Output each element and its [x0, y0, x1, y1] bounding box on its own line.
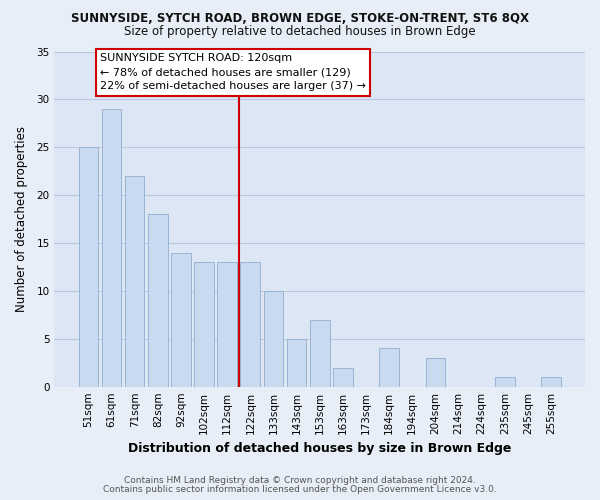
Bar	[263, 291, 283, 386]
Text: Contains HM Land Registry data © Crown copyright and database right 2024.: Contains HM Land Registry data © Crown c…	[124, 476, 476, 485]
Bar	[495, 377, 515, 386]
Bar	[241, 262, 260, 386]
Bar	[79, 148, 98, 386]
Bar	[148, 214, 167, 386]
Text: SUNNYSIDE, SYTCH ROAD, BROWN EDGE, STOKE-ON-TRENT, ST6 8QX: SUNNYSIDE, SYTCH ROAD, BROWN EDGE, STOKE…	[71, 12, 529, 26]
Text: Contains public sector information licensed under the Open Government Licence v3: Contains public sector information licen…	[103, 485, 497, 494]
X-axis label: Distribution of detached houses by size in Brown Edge: Distribution of detached houses by size …	[128, 442, 511, 455]
Text: SUNNYSIDE SYTCH ROAD: 120sqm
← 78% of detached houses are smaller (129)
22% of s: SUNNYSIDE SYTCH ROAD: 120sqm ← 78% of de…	[100, 54, 366, 92]
Bar	[171, 252, 191, 386]
Y-axis label: Number of detached properties: Number of detached properties	[15, 126, 28, 312]
Bar	[310, 320, 329, 386]
Bar	[425, 358, 445, 386]
Bar	[333, 368, 353, 386]
Bar	[287, 339, 307, 386]
Bar	[194, 262, 214, 386]
Bar	[101, 109, 121, 386]
Bar	[125, 176, 145, 386]
Bar	[541, 377, 561, 386]
Text: Size of property relative to detached houses in Brown Edge: Size of property relative to detached ho…	[124, 25, 476, 38]
Bar	[379, 348, 399, 387]
Bar	[217, 262, 237, 386]
